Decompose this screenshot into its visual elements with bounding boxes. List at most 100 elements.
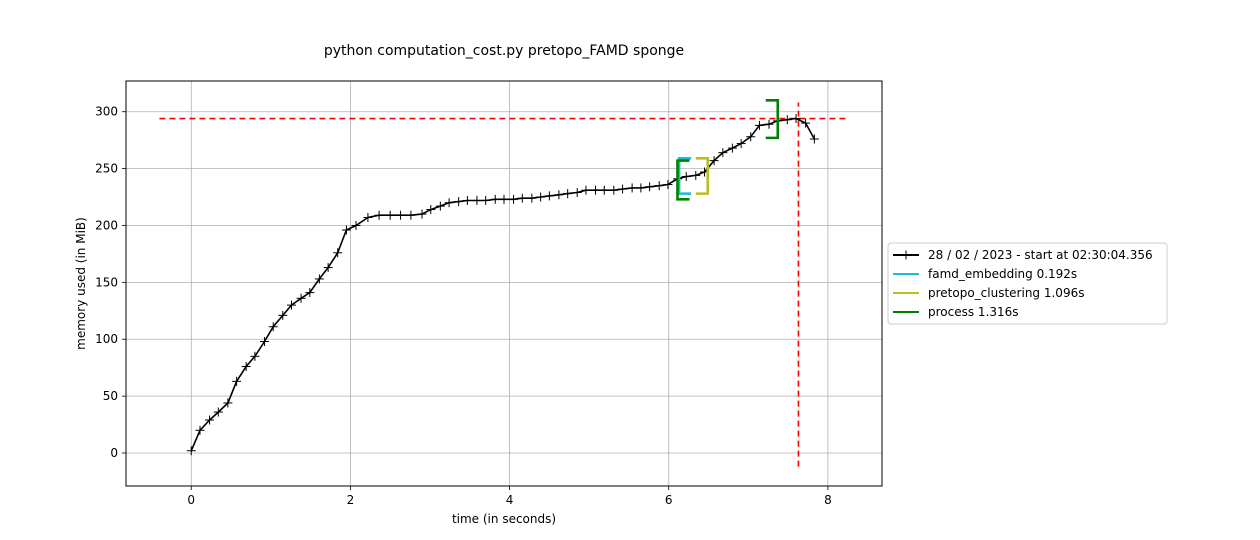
data-point — [406, 210, 416, 220]
data-point — [736, 139, 746, 149]
x-axis-ticks: 0 2 4 6 8 — [187, 486, 832, 507]
grid — [126, 81, 882, 486]
data-point — [581, 185, 591, 195]
data-point — [527, 193, 537, 203]
data-point — [363, 213, 373, 223]
data-point — [509, 194, 519, 204]
memory-series — [186, 114, 819, 456]
plot-area — [125, 80, 883, 487]
data-point — [305, 288, 315, 298]
data-point — [599, 185, 609, 195]
legend-label: pretopo_clustering 1.096s — [928, 286, 1084, 300]
x-axis-title: time (in seconds) — [452, 512, 556, 526]
y-axis-title: memory used (in MiB) — [74, 217, 88, 350]
legend: 28 / 02 / 2023 - start at 02:30:04.356 fa… — [887, 242, 1168, 325]
function-brackets — [676, 99, 780, 201]
y-tick-label: 300 — [95, 105, 118, 119]
x-tick-label: 4 — [506, 493, 514, 507]
y-tick-label: 0 — [110, 446, 118, 460]
data-point — [782, 115, 792, 125]
data-point — [809, 134, 819, 144]
data-point — [268, 322, 278, 332]
data-point — [791, 114, 801, 124]
data-point — [746, 132, 756, 142]
x-tick-label: 2 — [347, 493, 355, 507]
y-tick-label: 150 — [95, 275, 118, 289]
data-point — [417, 209, 427, 219]
data-point — [618, 184, 628, 194]
data-point — [681, 172, 691, 182]
famd-embedding-open-bracket — [677, 157, 692, 195]
data-point — [517, 193, 527, 203]
data-point — [462, 195, 472, 205]
data-point — [554, 190, 564, 200]
data-point — [223, 398, 233, 408]
data-point — [544, 191, 554, 201]
chart-title: python computation_cost.py pretopo_FAMD … — [324, 43, 684, 59]
data-point — [472, 195, 482, 205]
data-point — [754, 120, 764, 130]
y-tick-label: 50 — [103, 389, 118, 403]
data-point — [333, 248, 343, 258]
data-point — [205, 415, 215, 425]
data-point — [563, 189, 573, 199]
data-point — [259, 337, 269, 347]
data-point — [444, 198, 454, 208]
y-tick-label: 200 — [95, 218, 118, 232]
data-point — [374, 210, 384, 220]
data-point — [278, 310, 288, 320]
legend-item: process 1.316s — [893, 305, 1019, 319]
data-point — [499, 194, 509, 204]
data-point — [691, 170, 701, 180]
data-point — [609, 185, 619, 195]
y-tick-label: 100 — [95, 332, 118, 346]
y-tick-label: 250 — [95, 162, 118, 176]
y-axis-ticks: 0 50 100 150 200 250 300 — [95, 105, 126, 460]
data-point — [645, 182, 655, 192]
data-point — [195, 425, 205, 435]
data-point — [454, 197, 464, 207]
data-point — [490, 194, 500, 204]
data-point — [572, 187, 582, 197]
data-point — [636, 183, 646, 193]
data-point — [727, 143, 737, 153]
data-point — [764, 119, 774, 129]
data-point — [426, 205, 436, 215]
legend-box — [887, 242, 1168, 325]
data-point — [296, 293, 306, 303]
data-point — [341, 225, 351, 235]
data-point — [385, 210, 395, 220]
peak-lines — [159, 102, 848, 467]
x-tick-label: 6 — [665, 493, 673, 507]
data-point — [654, 181, 664, 191]
legend-item: 28 / 02 / 2023 - start at 02:30:04.356 — [893, 248, 1153, 262]
legend-label: process 1.316s — [928, 305, 1019, 319]
pretopo-clustering-close-bracket — [695, 157, 710, 195]
memory-line — [190, 117, 816, 452]
data-point — [718, 148, 728, 158]
data-point — [351, 220, 361, 230]
data-point — [396, 210, 406, 220]
data-point — [232, 376, 242, 386]
legend-item: famd_embedding 0.192s — [893, 267, 1077, 281]
x-tick-label: 8 — [824, 493, 832, 507]
data-point — [663, 180, 673, 190]
data-point — [314, 274, 324, 284]
x-tick-label: 0 — [187, 493, 195, 507]
data-point — [536, 192, 546, 202]
legend-item: pretopo_clustering 1.096s — [893, 286, 1084, 300]
data-point — [250, 351, 260, 361]
data-point — [287, 300, 297, 310]
legend-label: famd_embedding 0.192s — [928, 267, 1077, 281]
data-point — [627, 183, 637, 193]
data-point — [481, 195, 491, 205]
data-point — [241, 362, 251, 372]
legend-label: 28 / 02 / 2023 - start at 02:30:04.356 — [928, 248, 1153, 262]
data-point — [709, 156, 719, 166]
data-point — [435, 201, 445, 211]
process-open-bracket — [676, 159, 690, 201]
data-point — [186, 446, 196, 456]
data-point — [591, 185, 601, 195]
process-close-bracket — [765, 99, 780, 140]
